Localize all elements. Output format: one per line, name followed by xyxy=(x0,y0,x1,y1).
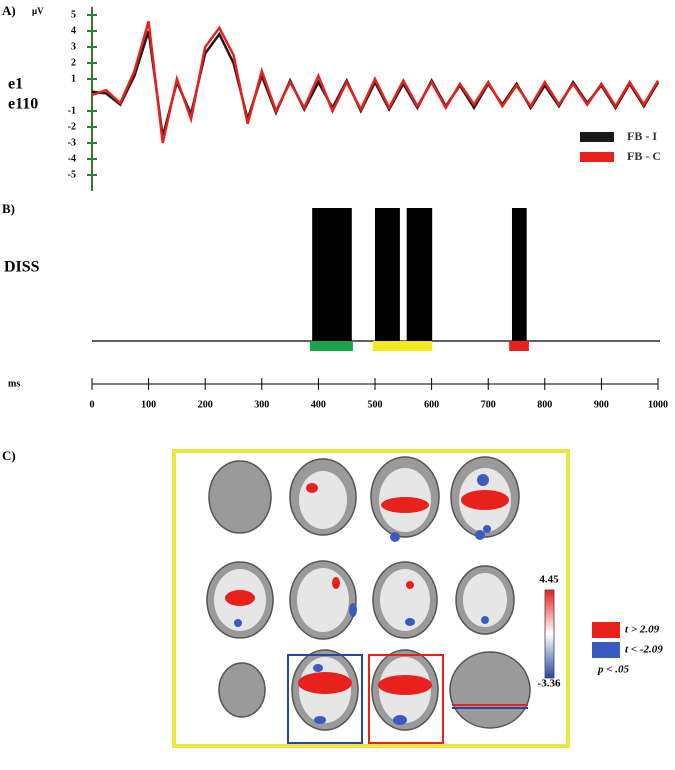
legend-swatch xyxy=(580,132,614,142)
x-tick-label: 800 xyxy=(537,399,552,410)
x-tick-label: 0 xyxy=(90,399,95,410)
legend-label: FB - I xyxy=(627,129,657,143)
x-tick-label: 300 xyxy=(254,399,269,410)
y-tick-label: -1 xyxy=(68,105,76,116)
brain-panel xyxy=(172,449,570,748)
x-tick-label: 1000 xyxy=(648,399,668,410)
x-tick-label: 100 xyxy=(141,399,156,410)
colorbar xyxy=(544,589,555,679)
panel-frame xyxy=(172,449,570,748)
legend-swatch xyxy=(580,152,614,162)
significance-bar xyxy=(375,208,400,341)
time-window xyxy=(509,341,529,351)
colorbar-max: 4.45 xyxy=(539,574,559,586)
channel-label: e1 xyxy=(8,76,23,93)
y-tick-label: 1 xyxy=(71,73,76,84)
time-window xyxy=(309,341,353,351)
panel-label: B) xyxy=(2,201,15,216)
x-tick-label: 400 xyxy=(311,399,326,410)
legend-label: FB - C xyxy=(627,149,661,163)
y-tick-label: -4 xyxy=(68,153,76,164)
negative-clusters xyxy=(234,474,491,725)
highlight-frame xyxy=(287,654,363,744)
waveform xyxy=(91,21,660,144)
significance-bar xyxy=(406,208,433,341)
highlight-frame xyxy=(368,654,444,744)
positive-clusters xyxy=(225,483,509,695)
time-window xyxy=(372,341,433,351)
legend-label: t > 2.09 xyxy=(625,624,660,636)
legend-swatch xyxy=(592,622,620,638)
y-tick-label: 3 xyxy=(71,41,76,52)
x-tick-label: 700 xyxy=(481,399,496,410)
channel-label: e110 xyxy=(8,96,38,113)
significance-label: p < .05 xyxy=(597,664,630,676)
x-tick-label: 500 xyxy=(368,399,383,410)
x-tick-label: 900 xyxy=(594,399,609,410)
y-tick-label: -5 xyxy=(68,169,76,180)
y-tick-label: 4 xyxy=(71,25,76,36)
title: DISS xyxy=(4,259,40,276)
x-axis-label: ms xyxy=(8,378,20,389)
colorbar-min: -3.36 xyxy=(538,678,561,690)
legend-swatch xyxy=(592,642,620,658)
unit-label: μV xyxy=(32,6,44,16)
x-tick-label: 200 xyxy=(198,399,213,410)
legend-label: t < -2.09 xyxy=(625,644,663,656)
significance-bar xyxy=(312,208,352,341)
significance-bar xyxy=(511,208,527,341)
panel-label: A) xyxy=(2,3,16,18)
y-tick-label: -2 xyxy=(68,121,76,132)
panel-label: C) xyxy=(2,448,16,463)
x-tick-label: 600 xyxy=(424,399,439,410)
y-tick-label: -3 xyxy=(68,137,76,148)
y-tick-label: 5 xyxy=(71,9,76,20)
y-tick-label: 2 xyxy=(71,57,76,68)
